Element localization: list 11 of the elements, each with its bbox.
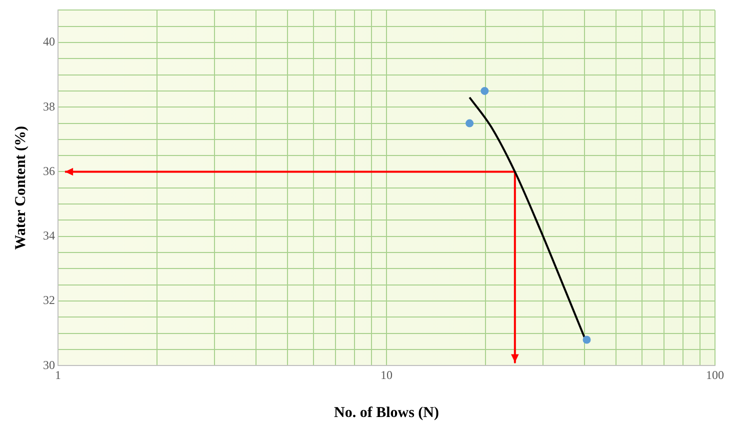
y-tick-label: 38: [43, 99, 55, 114]
x-tick-label: 100: [706, 368, 724, 382]
y-axis-title: Water Content (%): [12, 126, 29, 250]
y-tick-label: 36: [43, 164, 55, 178]
y-tick-label: 32: [43, 293, 55, 308]
y-tick-label: 34: [43, 228, 55, 243]
y-tick-label: 40: [43, 34, 55, 49]
x-axis-title: No. of Blows (N): [334, 404, 439, 421]
x-tick-label: 10: [380, 368, 392, 382]
y-tick-label: 30: [43, 358, 55, 372]
x-tick-label: 1: [55, 368, 61, 382]
